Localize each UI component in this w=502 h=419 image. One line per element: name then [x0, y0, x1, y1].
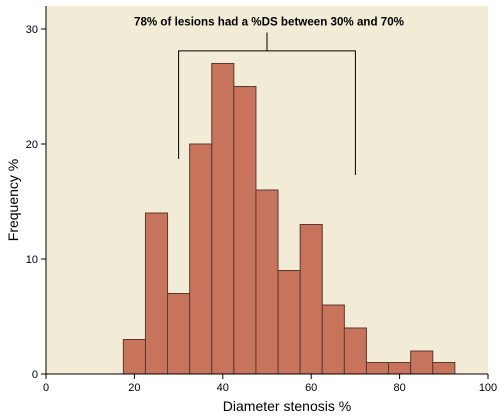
- histogram-bar-12: [388, 362, 412, 375]
- annotation-bracket: [178, 32, 356, 176]
- x-tick-label-20: 20: [128, 382, 140, 394]
- histogram-bar-14: [432, 362, 456, 375]
- histogram-bar-7: [277, 270, 301, 375]
- histogram-bar-10: [343, 327, 367, 375]
- histogram-bar-9: [321, 304, 345, 375]
- x-tick-label-100: 100: [479, 382, 497, 394]
- histogram-bar-6: [255, 189, 279, 375]
- y-tick-label-0: 0: [32, 369, 38, 381]
- y-tick-label-20: 20: [26, 139, 38, 151]
- histogram-bar-13: [410, 350, 434, 375]
- x-tick-label-60: 60: [305, 382, 317, 394]
- histogram-bar-11: [365, 362, 390, 375]
- x-tick-label-40: 40: [217, 382, 229, 394]
- y-tick-label-30: 30: [26, 24, 38, 36]
- histogram-bars: [122, 63, 456, 375]
- x-tick-label-80: 80: [393, 382, 405, 394]
- y-axis-title: Frequency %: [5, 159, 21, 241]
- x-axis-ticks: 0 20 40 60 80 100: [43, 374, 497, 394]
- histogram-bar-2: [167, 293, 191, 375]
- histogram-bar-5: [233, 86, 257, 375]
- x-axis-title: Diameter stenosis %: [223, 398, 351, 414]
- x-tick-label-0: 0: [43, 382, 49, 394]
- annotation-text: 78% of lesions had a %DS between 30% and…: [134, 15, 404, 29]
- histogram-bar-4: [211, 63, 235, 375]
- histogram-bar-1: [144, 212, 169, 375]
- histogram-bar-0: [122, 339, 146, 375]
- histogram-bar-8: [299, 224, 323, 375]
- histogram-bar-3: [189, 143, 213, 375]
- axes: [45, 6, 488, 375]
- y-axis-ticks: 0 10 20 30: [26, 24, 46, 381]
- y-tick-label-10: 10: [26, 254, 38, 266]
